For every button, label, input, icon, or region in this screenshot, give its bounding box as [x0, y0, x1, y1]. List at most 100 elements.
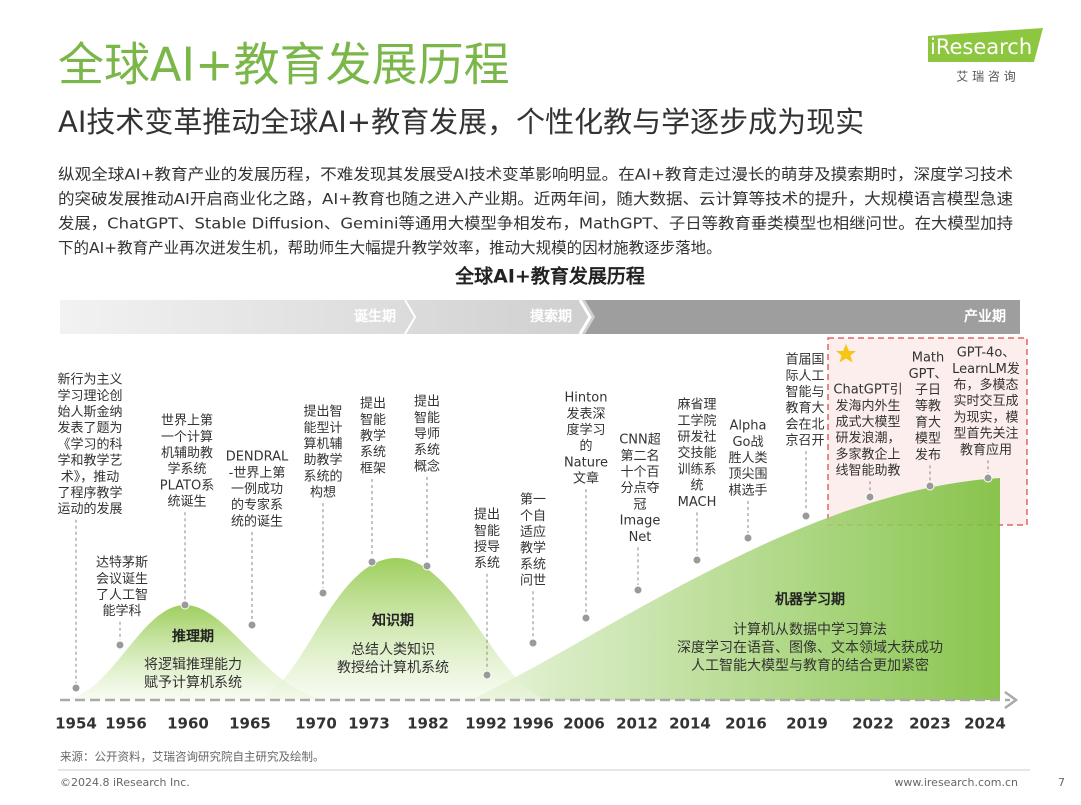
event-text: 线智能助教	[835, 463, 900, 479]
event-text: 型首先关注	[953, 427, 1018, 442]
year-label: 1960	[167, 715, 209, 733]
event-text: 实时交互成	[953, 393, 1018, 409]
event-text: 发表了题为	[57, 420, 122, 436]
event-text: 个自	[520, 509, 546, 524]
hill-desc: 人工智能大模型与教育的结合更加紧密	[691, 657, 929, 674]
event-text: 棋选手	[728, 483, 767, 498]
event-text: 智能	[414, 411, 440, 426]
event-text: 际人工	[785, 369, 824, 384]
event-text: 度学习	[566, 422, 605, 438]
event-text: 统的诞生	[231, 513, 283, 529]
event-text: 会议诞生	[96, 572, 148, 587]
event-text: GPT、	[909, 367, 948, 382]
title: 全球AI+教育发展历程	[58, 38, 510, 92]
event-text: 等教	[915, 398, 941, 414]
event-text: Go战	[732, 435, 763, 450]
event-text: 框架	[360, 461, 386, 476]
hill-desc: 将逻辑推理能力	[144, 657, 242, 673]
event-text: 发布	[915, 447, 941, 463]
year-label: 1992	[465, 715, 507, 733]
phase-sep	[404, 299, 417, 335]
copyright: ©2024.8 iResearch Inc.	[60, 776, 190, 789]
event-text: 适应	[520, 524, 546, 540]
event-text: 智能	[360, 413, 386, 428]
hill-name: 推理期	[172, 628, 214, 645]
logo-sub: 艾 瑞 咨 询	[956, 69, 1015, 84]
event-text: 研发社	[677, 429, 716, 445]
event-text: 交技能	[677, 445, 716, 461]
event-dot	[180, 600, 190, 610]
event-text: 成式大模型	[835, 415, 900, 430]
event-text: Math	[912, 351, 945, 366]
event-text: 概念	[414, 458, 440, 474]
event-text: Image	[620, 514, 661, 529]
event-text: 术》，推动	[61, 470, 120, 485]
axis-arrow	[1004, 690, 1019, 710]
event-text: DENDRAL	[226, 450, 289, 465]
event-text: Hinton	[565, 391, 608, 406]
body-line: 下的AI+教育产业再次迸发生机，帮助师生大幅提升教学效率，推动大规模的因材施教逐…	[58, 239, 722, 257]
event-text: CNN超	[619, 433, 661, 448]
event-text: 能学科	[102, 603, 141, 619]
event-text: 新行为主义	[57, 372, 122, 388]
event-text: 算机辅	[303, 437, 342, 452]
event-text: 第一	[520, 493, 546, 508]
body-line: 纵观全球AI+教育产业的发展历程，不难发现其发展受AI技术变革影响明显。在AI+…	[58, 166, 1013, 184]
event-text: 运动的发展	[57, 501, 122, 517]
event-text: 麻省理	[677, 398, 716, 413]
event-text: 系统	[520, 557, 546, 572]
event-text: 学和教学艺	[57, 453, 122, 469]
event-text: 布，多模态	[953, 377, 1018, 393]
event-text: 授导	[474, 540, 500, 555]
hill	[470, 478, 1000, 700]
hill-desc: 深度学习在语音、图像、文本领域大获成功	[677, 639, 943, 656]
event-text: 世界上第	[161, 414, 213, 429]
year-label: 2014	[669, 715, 711, 733]
hill-name: 知识期	[372, 612, 414, 629]
event-text: LearnLM发	[952, 361, 1020, 377]
event-text: 系统的	[303, 468, 342, 484]
event-text: 模型	[915, 432, 941, 447]
event-text: 文章	[573, 471, 599, 487]
event-dot	[581, 613, 591, 623]
event-text: 教育应用	[960, 442, 1012, 458]
event-text: 发海内外生	[835, 398, 900, 414]
year-label: 1973	[348, 715, 390, 733]
event-text: 始人斯金纳	[57, 404, 122, 420]
event-text: 问世	[520, 574, 546, 589]
event-text: 助教学	[303, 452, 342, 468]
event-text: Net	[629, 530, 652, 545]
star	[836, 344, 856, 363]
logo-bg	[928, 28, 1043, 62]
body-line: 的突破发展推动AI开启商业化之路，AI+教育也随之进入产业期。近两年间，随大数据…	[58, 189, 1013, 208]
event-text: 的	[579, 438, 592, 454]
event-text: 提出智	[303, 404, 342, 420]
event-text: 会在北	[785, 417, 824, 432]
event-text: -世界上第	[229, 466, 286, 481]
event-text: 分点夺	[620, 481, 659, 496]
event-text: 提出	[414, 394, 440, 410]
url: www.iresearch.com.cn	[894, 776, 1018, 789]
year-label: 2022	[852, 715, 894, 733]
event-text: ChatGPT引	[833, 383, 902, 398]
event-text: PLATO系	[160, 478, 214, 493]
year-label: 2016	[725, 715, 767, 733]
event-text: 统诞生	[167, 495, 206, 510]
event-text: Nature	[564, 455, 608, 470]
year-label: 2019	[786, 715, 828, 733]
event-text: 智能	[474, 524, 500, 539]
event-dot	[71, 683, 81, 693]
page-number: 7	[1058, 776, 1065, 789]
event-text: 研发浪潮，	[835, 430, 900, 446]
event-text: Alpha	[730, 419, 767, 434]
event-dot	[865, 492, 875, 502]
body-line: 发展，ChatGPT、Stable Diffusion、Gemini等通用大模型…	[58, 215, 1013, 233]
hill-desc: 赋予计算机系统	[144, 675, 242, 691]
event-text: 教育大	[785, 400, 824, 416]
event-text: 学系统	[167, 461, 206, 477]
event-text: 统	[690, 479, 703, 494]
event-dot	[983, 473, 993, 483]
year-label: 2024	[964, 715, 1006, 733]
phase-label: 诞生期	[354, 308, 396, 325]
hill-desc: 总结人类知识	[351, 641, 435, 658]
